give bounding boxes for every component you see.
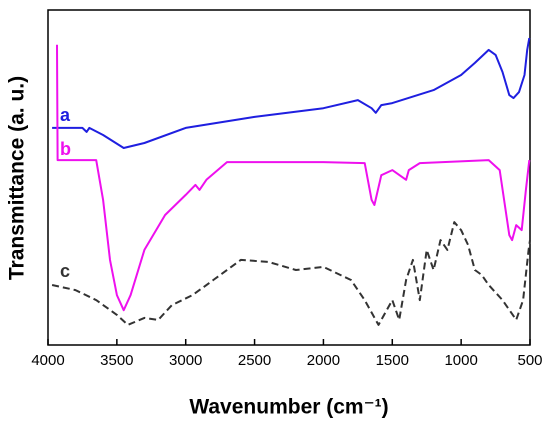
series-label: c bbox=[60, 261, 70, 281]
x-tick-label: 500 bbox=[517, 352, 542, 369]
y-axis-title: Transmittance (a. u.) bbox=[6, 76, 29, 280]
x-axis-title: Wavenumber (cm⁻¹) bbox=[189, 396, 388, 419]
x-tick-label: 4000 bbox=[31, 352, 64, 369]
x-tick-label: 3500 bbox=[100, 352, 133, 369]
plot-frame bbox=[47, 9, 531, 346]
series-label: a bbox=[60, 105, 71, 125]
series-line bbox=[52, 37, 531, 149]
series-line bbox=[56, 44, 531, 312]
x-tick-label: 3000 bbox=[169, 352, 202, 369]
x-tick-label: 2500 bbox=[238, 352, 271, 369]
x-tick-label: 1000 bbox=[444, 352, 477, 369]
series-label: b bbox=[60, 139, 71, 159]
x-tick-label: 2000 bbox=[307, 352, 340, 369]
x-tick-label: 1500 bbox=[376, 352, 409, 369]
